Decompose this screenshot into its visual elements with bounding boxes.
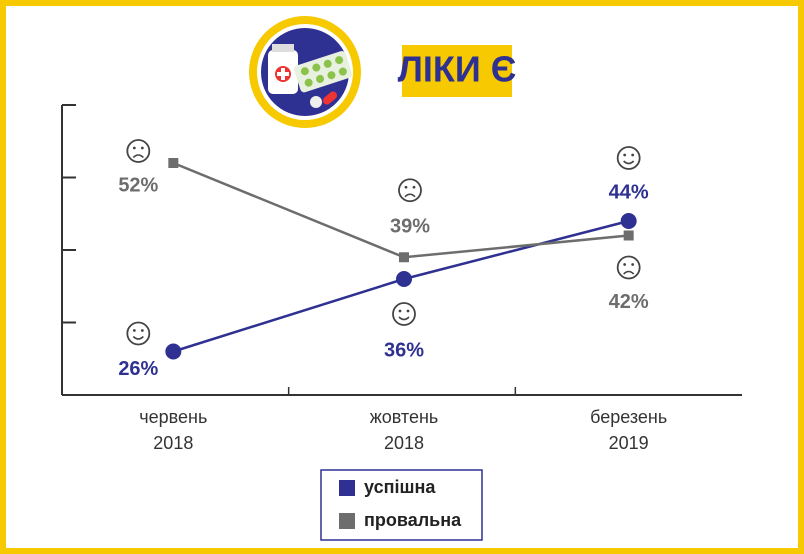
face-icon [126, 139, 151, 163]
face-eye [412, 185, 416, 189]
face-eye [623, 263, 627, 266]
legend-label: провальна [364, 510, 462, 530]
x-tick-label: березень 2019 [590, 407, 668, 453]
value-label: 36% [384, 339, 424, 361]
face-eye [623, 153, 627, 157]
face-icon [616, 146, 641, 170]
point [165, 343, 182, 360]
face-eye [140, 329, 144, 332]
face-eye [398, 309, 402, 313]
face-icon [126, 321, 151, 346]
face-mouth [623, 270, 635, 275]
face-eye [631, 263, 635, 266]
point [620, 213, 637, 229]
point [396, 271, 412, 287]
face-outline [398, 178, 422, 203]
value-label: 26% [118, 358, 158, 380]
legend-label: успішна [364, 477, 436, 497]
face-icon [616, 255, 641, 280]
value-label: 44% [609, 181, 649, 203]
x-tick-label: жовтень 2018 [369, 407, 439, 453]
value-label: 39% [390, 216, 430, 238]
point [168, 158, 179, 168]
face-eye [132, 329, 136, 332]
face-mouth [404, 193, 416, 198]
face-eye [140, 146, 144, 150]
face-eye [406, 309, 410, 313]
face-mouth [623, 160, 635, 165]
logo [249, 16, 361, 128]
face-outline [126, 139, 151, 163]
face-eye [631, 153, 635, 157]
point [623, 230, 634, 241]
legend-swatch [339, 480, 355, 496]
chart-title: ЛІКИ Є [398, 49, 517, 90]
face-mouth [132, 335, 144, 340]
value-label: 42% [609, 291, 649, 313]
x-tick-label: червень 2018 [139, 407, 208, 453]
face-icon [398, 178, 422, 203]
face-outline [616, 255, 641, 280]
face-mouth [398, 316, 410, 321]
face-eye [132, 146, 136, 150]
face-outline [392, 302, 416, 326]
face-icon [392, 302, 416, 326]
face-eye [404, 185, 408, 189]
legend-swatch [339, 513, 355, 529]
point [399, 252, 409, 263]
face-outline [616, 146, 641, 170]
value-label: 52% [118, 174, 158, 196]
face-outline [126, 321, 151, 346]
face-mouth [132, 154, 144, 159]
title-box [402, 45, 512, 97]
